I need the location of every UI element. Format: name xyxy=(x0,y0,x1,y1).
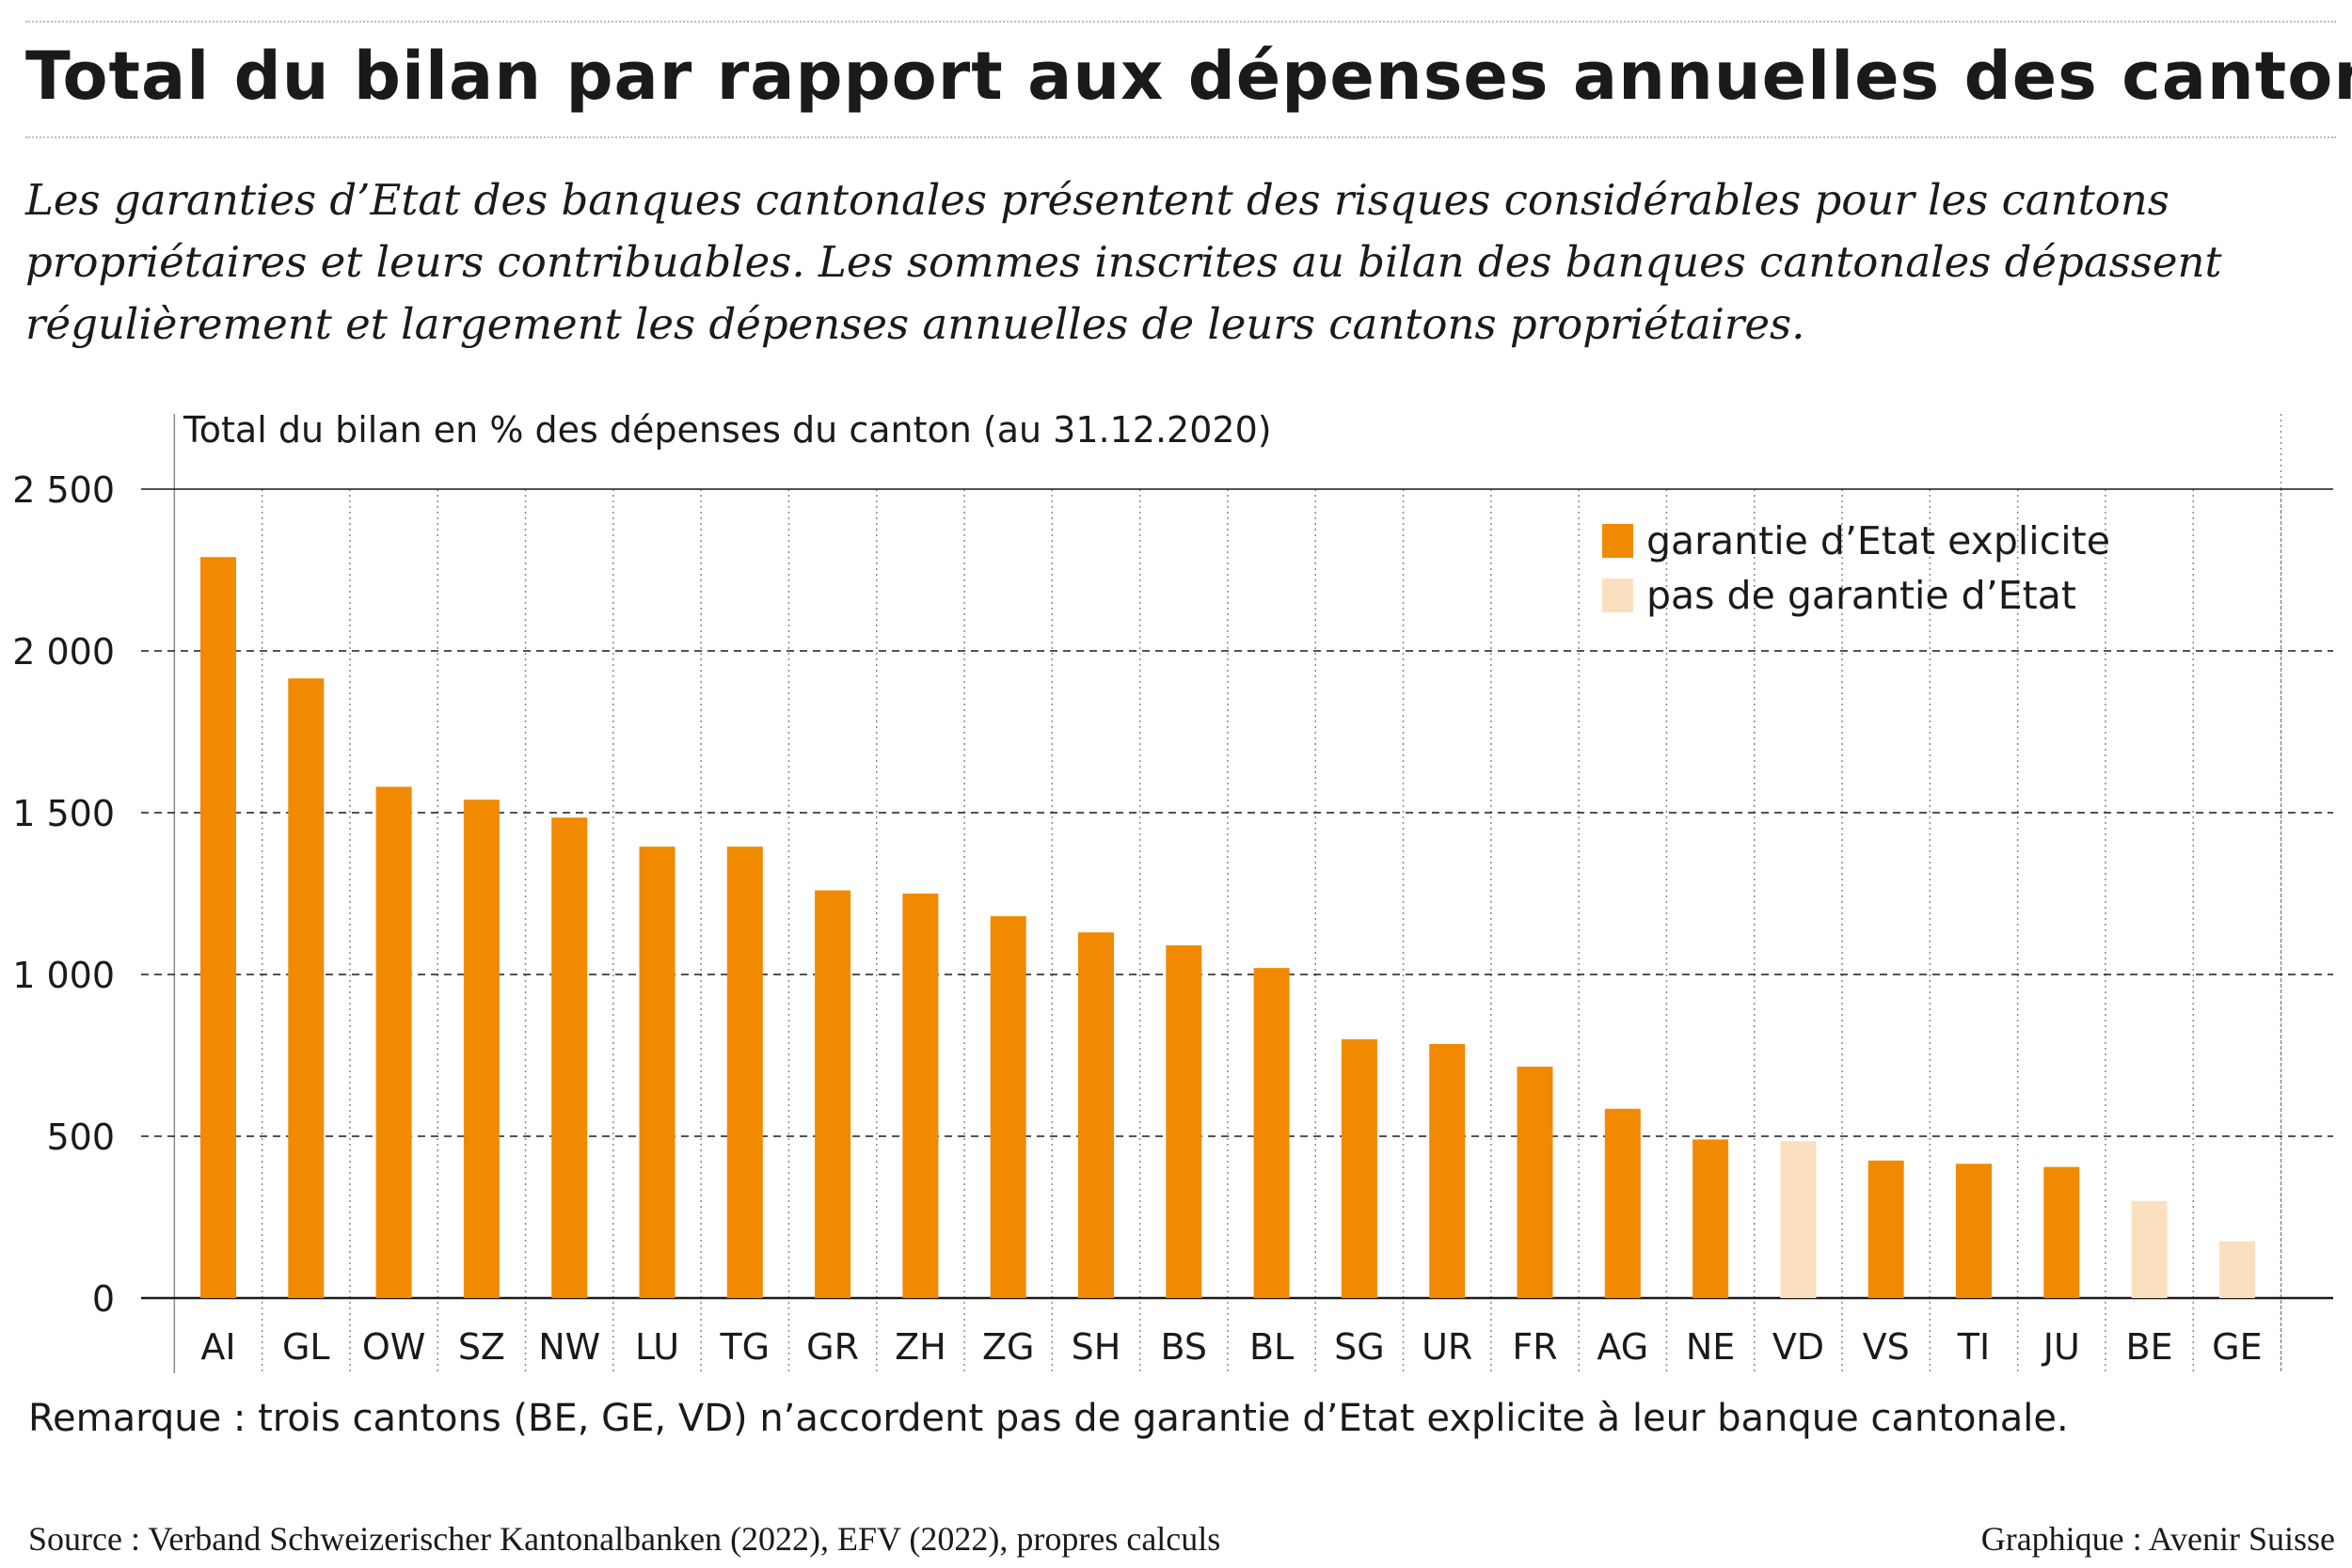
legend: garantie d’Etat explicite pas de garantie… xyxy=(1602,518,2110,618)
x-tick-label: SG xyxy=(1334,1326,1385,1368)
x-tick-label: NE xyxy=(1686,1326,1735,1368)
x-tick-label: LU xyxy=(635,1326,679,1368)
x-axis-ticks: AI GL OW SZ NW LU TG GR ZH ZG SH BS BL SG UR FR AG NE VD VS… xyxy=(200,1326,2262,1368)
bar-ge xyxy=(2218,1241,2255,1298)
bar-gr xyxy=(815,890,851,1298)
bar-bs xyxy=(1166,945,1202,1298)
y-tick-label: 2 500 xyxy=(12,469,115,511)
x-tick-label: GR xyxy=(806,1326,859,1368)
x-tick-label: BE xyxy=(2126,1326,2173,1368)
bar-ti xyxy=(1956,1164,1992,1298)
legend-label: garantie d’Etat explicite xyxy=(1646,518,2110,563)
bar-zg xyxy=(990,916,1026,1298)
bar-vd xyxy=(1780,1141,1817,1298)
y-tick-label: 1 000 xyxy=(12,955,115,996)
x-tick-label: SZ xyxy=(458,1326,505,1368)
x-tick-label: SH xyxy=(1072,1326,1121,1368)
plot-title: Total du bilan en % des dépenses du cant… xyxy=(183,409,1272,451)
bar-gl xyxy=(288,678,325,1298)
bar-ur xyxy=(1429,1043,1466,1298)
y-tick-label: 500 xyxy=(46,1117,115,1158)
bar-tg xyxy=(726,847,763,1298)
x-tick-label: ZG xyxy=(982,1326,1034,1368)
graphic-credit: Graphique : Avenir Suisse xyxy=(1980,1520,2335,1558)
y-tick-label: 2 000 xyxy=(12,631,115,673)
y-tick-label: 1 500 xyxy=(12,793,115,834)
bar-vs xyxy=(1867,1160,1904,1298)
bar-bl xyxy=(1253,968,1290,1298)
bar-zh xyxy=(902,894,939,1298)
bar-sg xyxy=(1341,1038,1377,1298)
title-rule xyxy=(25,136,2336,138)
x-tick-label: AI xyxy=(200,1326,235,1368)
legend-swatch xyxy=(1602,578,1633,612)
chart-title: Total du bilan par rapport aux dépenses … xyxy=(25,38,2352,115)
bar-nw xyxy=(551,817,588,1298)
y-tick-label: 0 xyxy=(92,1278,115,1320)
y-axis-ticks: 0 500 1 000 1 500 2 000 2 500 xyxy=(12,469,115,1320)
legend-swatch xyxy=(1602,524,1633,558)
bar-ag xyxy=(1604,1108,1641,1298)
remark-note: Remarque : trois cantons (BE, GE, VD) n’… xyxy=(28,1397,2069,1440)
bar-fr xyxy=(1517,1067,1553,1298)
x-tick-label: GL xyxy=(282,1326,330,1368)
chart-subtitle: Les garanties d’Etat des banques cantona… xyxy=(25,175,2222,349)
legend-label: pas de garantie d’Etat xyxy=(1646,573,2076,618)
x-tick-label: VD xyxy=(1772,1326,1824,1368)
bar-ju xyxy=(2043,1166,2080,1298)
top-rule xyxy=(25,21,2336,23)
x-tick-label: FR xyxy=(1512,1326,1557,1368)
bar-lu xyxy=(639,847,675,1298)
x-tick-label: UR xyxy=(1422,1326,1472,1368)
x-tick-label: OW xyxy=(362,1326,425,1368)
x-tick-label: BL xyxy=(1249,1326,1294,1368)
bar-ow xyxy=(375,786,412,1298)
x-tick-label: BS xyxy=(1161,1326,1208,1368)
x-tick-label: ZH xyxy=(895,1326,946,1368)
x-tick-label: TI xyxy=(1957,1326,1990,1368)
bar-sh xyxy=(1078,932,1114,1298)
x-tick-label: JU xyxy=(2042,1326,2080,1368)
x-tick-label: GE xyxy=(2212,1326,2262,1368)
bar-chart: 0 500 1 000 1 500 2 000 2 500 Total du bilan … xyxy=(12,409,2333,1373)
source-note: Source : Verband Schweizerischer Kantona… xyxy=(28,1520,1221,1558)
x-tick-label: NW xyxy=(538,1326,600,1368)
bar-sz xyxy=(463,800,500,1298)
bar-be xyxy=(2131,1200,2168,1298)
grid-lines xyxy=(141,414,2333,1373)
x-tick-label: TG xyxy=(719,1326,770,1368)
bars xyxy=(200,557,2255,1298)
bar-ne xyxy=(1692,1139,1729,1298)
bar-ai xyxy=(200,557,236,1298)
x-tick-label: AG xyxy=(1597,1326,1648,1368)
x-tick-label: VS xyxy=(1863,1326,1910,1368)
